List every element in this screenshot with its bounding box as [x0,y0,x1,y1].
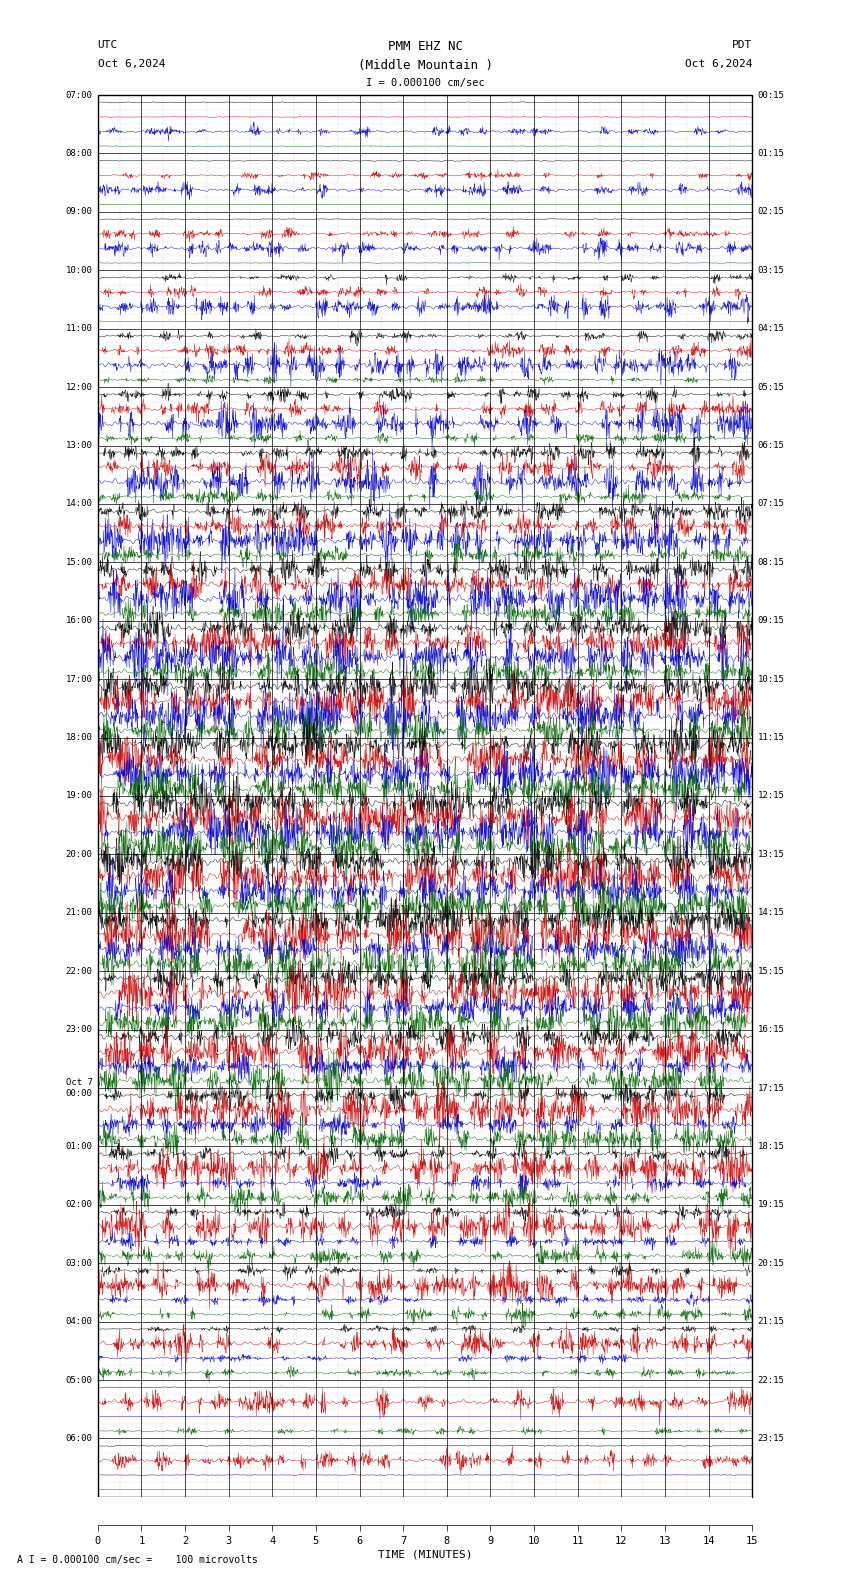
Text: 03:15: 03:15 [757,266,785,274]
Text: 11:15: 11:15 [757,733,785,741]
Text: UTC: UTC [98,40,118,49]
Text: 02:00: 02:00 [65,1201,93,1209]
Text: 22:00: 22:00 [65,966,93,976]
Text: I = 0.000100 cm/sec: I = 0.000100 cm/sec [366,78,484,87]
Text: 05:00: 05:00 [65,1375,93,1384]
Text: 10:00: 10:00 [65,266,93,274]
Text: 19:15: 19:15 [757,1201,785,1209]
Text: 09:15: 09:15 [757,616,785,626]
Text: 12:15: 12:15 [757,792,785,800]
Text: 15:15: 15:15 [757,966,785,976]
Text: 05:15: 05:15 [757,383,785,391]
Text: 04:15: 04:15 [757,325,785,333]
Text: 23:15: 23:15 [757,1434,785,1443]
Text: 03:00: 03:00 [65,1259,93,1267]
Text: 14:15: 14:15 [757,908,785,917]
Text: 17:15: 17:15 [757,1083,785,1093]
Text: PMM EHZ NC: PMM EHZ NC [388,40,462,52]
Text: 07:15: 07:15 [757,499,785,508]
Text: 22:15: 22:15 [757,1375,785,1384]
Text: 17:00: 17:00 [65,675,93,684]
Text: 19:00: 19:00 [65,792,93,800]
X-axis label: TIME (MINUTES): TIME (MINUTES) [377,1551,473,1560]
Text: 04:00: 04:00 [65,1318,93,1326]
Text: 21:15: 21:15 [757,1318,785,1326]
Text: 09:00: 09:00 [65,208,93,217]
Text: Oct 7
00:00: Oct 7 00:00 [65,1079,93,1098]
Text: 15:00: 15:00 [65,558,93,567]
Text: 00:15: 00:15 [757,90,785,100]
Text: 18:15: 18:15 [757,1142,785,1152]
Text: PDT: PDT [732,40,752,49]
Text: 18:00: 18:00 [65,733,93,741]
Text: Oct 6,2024: Oct 6,2024 [685,59,752,68]
Text: 06:00: 06:00 [65,1434,93,1443]
Text: A I = 0.000100 cm/sec =    100 microvolts: A I = 0.000100 cm/sec = 100 microvolts [17,1555,258,1565]
Text: 20:00: 20:00 [65,851,93,859]
Text: 11:00: 11:00 [65,325,93,333]
Text: 13:15: 13:15 [757,851,785,859]
Text: 01:15: 01:15 [757,149,785,158]
Text: (Middle Mountain ): (Middle Mountain ) [358,59,492,71]
Text: 23:00: 23:00 [65,1025,93,1034]
Text: 13:00: 13:00 [65,440,93,450]
Bar [98,95,752,1497]
Text: 10:15: 10:15 [757,675,785,684]
Text: 07:00: 07:00 [65,90,93,100]
Text: 01:00: 01:00 [65,1142,93,1152]
Text: 08:00: 08:00 [65,149,93,158]
Text: 21:00: 21:00 [65,908,93,917]
Text: 16:00: 16:00 [65,616,93,626]
Text: 12:00: 12:00 [65,383,93,391]
Text: Oct 6,2024: Oct 6,2024 [98,59,165,68]
Text: 06:15: 06:15 [757,440,785,450]
Text: 14:00: 14:00 [65,499,93,508]
Text: 02:15: 02:15 [757,208,785,217]
Text: 08:15: 08:15 [757,558,785,567]
Text: 16:15: 16:15 [757,1025,785,1034]
Text: 20:15: 20:15 [757,1259,785,1267]
